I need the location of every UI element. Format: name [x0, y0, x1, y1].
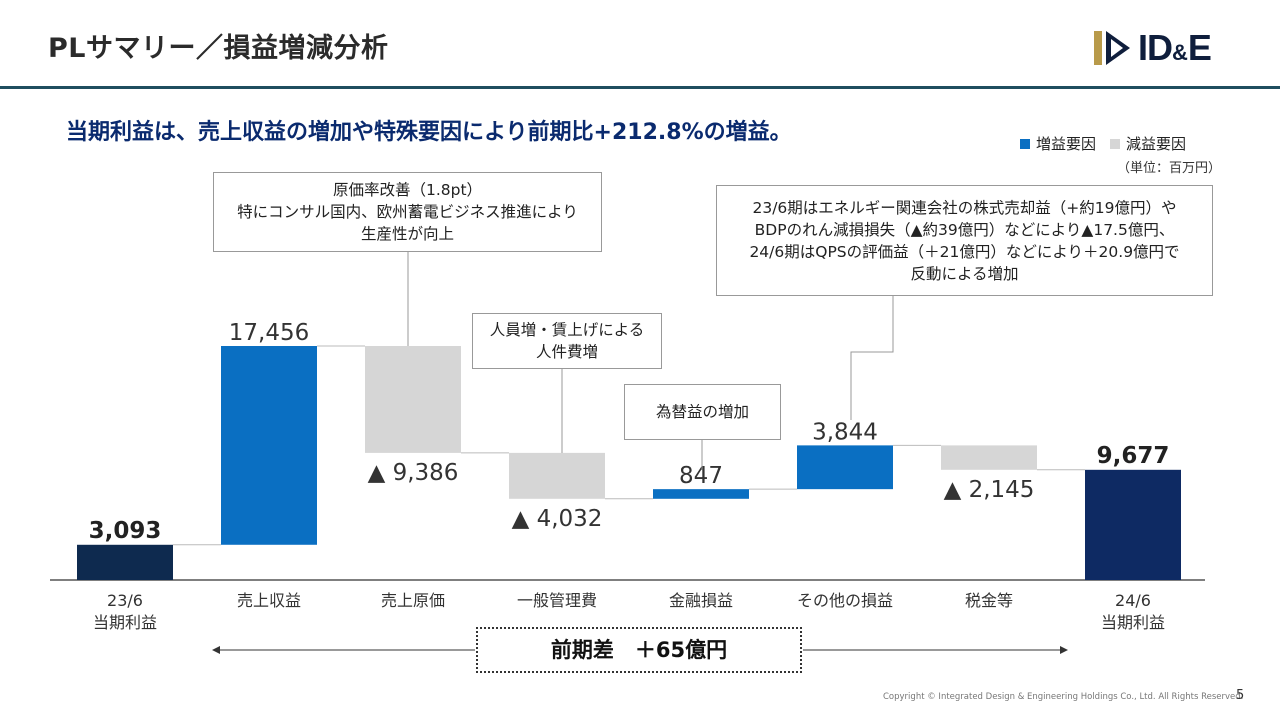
- category-label-7: 24/6: [1115, 591, 1151, 610]
- bar-2: [365, 346, 461, 453]
- category-label-1: 売上収益: [237, 591, 301, 610]
- data-label-0: 3,093: [89, 518, 162, 544]
- category-label-7: 当期利益: [1101, 613, 1165, 632]
- bar-1: [221, 346, 317, 545]
- category-label-6: 税金等: [965, 591, 1013, 610]
- bar-4: [653, 489, 749, 499]
- category-label-4: 金融損益: [669, 591, 733, 610]
- legend-increase-label: 増益要因: [1036, 135, 1097, 153]
- bar-6: [941, 445, 1037, 470]
- chart-legend: 増益要因 減益要因: [1020, 133, 1186, 154]
- bar-3: [509, 452, 605, 499]
- legend-decrease-label: 減益要因: [1126, 135, 1187, 153]
- arrow-right-icon: [1060, 646, 1068, 654]
- category-label-3: 一般管理費: [517, 591, 597, 610]
- arrow-left-icon: [212, 646, 220, 654]
- data-label-6: ▲ 2,145: [944, 477, 1035, 503]
- callout-cost-line: 生産性が向上: [360, 225, 454, 243]
- bar-0: [77, 544, 173, 580]
- data-label-7: 9,677: [1097, 443, 1170, 469]
- callout-cost-line: 特にコンサル国内、欧州蓄電ビジネス推進により: [237, 203, 578, 221]
- callout-cost-line: 原価率改善（1.8pt）: [332, 181, 483, 199]
- copyright-text: Copyright © Integrated Design & Engineer…: [883, 692, 1244, 702]
- logo-text: ID&E: [1138, 27, 1212, 68]
- callout-other-line: 23/6期はエネルギー関連会社の株式売却益（+約19億円）や: [752, 198, 1177, 217]
- data-label-1: 17,456: [229, 320, 309, 346]
- category-label-2: 売上原価: [381, 591, 445, 610]
- logo-arrow-icon: [1094, 31, 1130, 65]
- data-label-5: 3,844: [812, 419, 878, 445]
- legend-increase-swatch: [1020, 138, 1030, 149]
- callout-sga-line: 人員増・賃上げによる: [489, 321, 645, 339]
- legend-decrease-swatch: [1110, 138, 1121, 149]
- unit-label: （単位：百万円）: [1117, 161, 1222, 176]
- callout-leader-line: [850, 296, 894, 420]
- category-label-0: 当期利益: [93, 613, 157, 632]
- callout-other-line: 反動による増加: [910, 264, 1019, 283]
- page-title: PLサマリー／損益増減分析: [48, 33, 389, 64]
- callout-other: 23/6期はエネルギー関連会社の株式売却益（+約19億円）や BDPのれん減損損…: [716, 185, 1213, 296]
- callout-cost: 原価率改善（1.8pt） 特にコンサル国内、欧州蓄電ビジネス推進により 生産性が…: [213, 172, 602, 252]
- difference-box: 前期差 ＋65億円: [476, 627, 802, 673]
- company-logo: ID&E: [1094, 27, 1212, 68]
- callout-fin: 為替益の増加: [624, 384, 781, 440]
- callout-sga-line: 人件費増: [535, 343, 598, 361]
- data-label-4: 847: [679, 463, 723, 489]
- callout-other-line: BDPのれん減損損失（▲約39億円）などにより▲17.5億円、: [754, 220, 1175, 239]
- category-label-5: その他の損益: [797, 591, 893, 610]
- headline: 当期利益は、売上収益の増加や特殊要因により前期比+212.8%の増益。: [66, 120, 792, 145]
- category-label-0: 23/6: [107, 591, 143, 610]
- data-label-2: ▲ 9,386: [368, 460, 459, 486]
- callout-sga: 人員増・賃上げによる 人件費増: [472, 313, 662, 369]
- callout-other-line: 24/6期はQPSの評価益（＋21億円）などにより＋20.9億円で: [749, 242, 1180, 261]
- header-divider: [0, 86, 1280, 89]
- page-number: 5: [1236, 688, 1245, 703]
- bar-7: [1085, 469, 1181, 580]
- bar-5: [797, 445, 893, 490]
- data-label-3: ▲ 4,032: [512, 506, 603, 532]
- callout-fin-line: 為替益の増加: [655, 403, 749, 421]
